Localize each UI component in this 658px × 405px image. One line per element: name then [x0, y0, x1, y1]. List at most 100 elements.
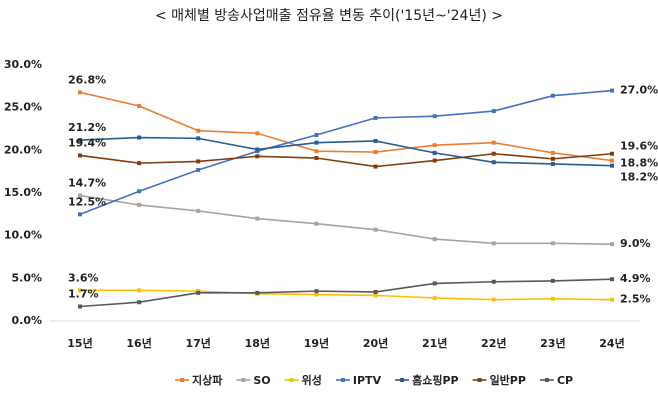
point — [550, 296, 555, 301]
y-tick-label: 20.0% — [4, 143, 42, 156]
point — [137, 161, 142, 166]
legend-marker — [340, 378, 345, 382]
y-tick-label: 10.0% — [4, 229, 42, 242]
y-tick-label: 5.0% — [11, 271, 42, 284]
point — [196, 290, 201, 295]
legend-label: 지상파 — [192, 373, 223, 387]
point — [550, 241, 555, 246]
point — [314, 132, 319, 137]
data-label: 9.0% — [620, 237, 651, 250]
point — [550, 150, 555, 155]
series-line — [79, 278, 613, 308]
data-label: 3.6% — [68, 271, 99, 284]
legend-label: CP — [557, 374, 573, 387]
data-label: 18.8% — [620, 157, 658, 170]
series-line — [79, 91, 613, 162]
series-line — [79, 89, 613, 216]
series-line — [79, 194, 613, 245]
point — [550, 278, 555, 283]
point — [373, 115, 378, 120]
data-label: 26.8% — [68, 73, 106, 86]
point — [78, 193, 82, 198]
point — [373, 293, 378, 298]
legend-marker — [241, 378, 246, 382]
point — [373, 138, 378, 143]
x-tick-label: 16년 — [126, 336, 151, 350]
point — [137, 202, 142, 207]
point — [314, 221, 319, 226]
point — [610, 277, 614, 282]
point — [491, 151, 496, 156]
x-tick-label: 23년 — [540, 336, 565, 350]
series-line — [79, 136, 613, 167]
series-line — [80, 289, 613, 301]
point — [491, 279, 496, 284]
point — [432, 114, 437, 119]
legend-marker — [400, 378, 405, 382]
point — [432, 150, 437, 155]
point — [137, 189, 142, 194]
y-tick-label: 25.0% — [4, 101, 42, 114]
point — [255, 216, 260, 221]
point — [491, 160, 496, 165]
data-label: 27.0% — [620, 84, 658, 97]
legend-label: 위성 — [302, 373, 322, 387]
data-label: 1.7% — [68, 287, 99, 300]
point — [491, 297, 496, 302]
point — [373, 289, 378, 294]
point — [432, 143, 437, 148]
point — [610, 151, 614, 156]
legend-marker — [289, 378, 294, 382]
point — [432, 158, 437, 163]
point — [432, 237, 437, 242]
x-tick-label: 20년 — [363, 336, 388, 350]
legend-marker — [544, 378, 549, 382]
point — [78, 288, 82, 293]
point — [314, 289, 319, 294]
legend-label: 홈쇼핑PP — [412, 373, 458, 387]
y-tick-label: 30.0% — [4, 58, 42, 71]
x-tick-label: 21년 — [422, 336, 447, 350]
point — [137, 300, 142, 305]
data-label: 4.9% — [620, 272, 651, 285]
point — [610, 297, 614, 302]
point — [255, 154, 260, 159]
x-tick-label: 19년 — [304, 336, 329, 350]
point — [255, 147, 260, 152]
point — [255, 290, 260, 295]
point — [137, 288, 142, 293]
point — [610, 163, 614, 168]
point — [432, 281, 437, 286]
point — [314, 149, 319, 154]
point — [196, 208, 201, 213]
point — [314, 292, 319, 297]
point — [78, 90, 82, 95]
x-tick-label: 24년 — [599, 336, 624, 350]
legend-label: IPTV — [353, 374, 382, 387]
point — [196, 167, 201, 172]
point — [373, 150, 378, 155]
point — [196, 159, 201, 164]
point — [314, 140, 319, 145]
point — [610, 242, 614, 247]
point — [491, 140, 496, 145]
data-label: 18.2% — [620, 171, 658, 184]
point — [137, 135, 142, 140]
point — [314, 156, 319, 161]
point — [491, 241, 496, 246]
point — [610, 158, 614, 163]
point — [78, 304, 82, 309]
point — [78, 212, 82, 217]
legend-marker — [180, 378, 184, 382]
chart-title: < 매체별 방송사업매출 점유율 변동 추이('15년~'24년) > — [155, 8, 503, 24]
x-tick-label: 18년 — [245, 336, 270, 350]
x-tick-label: 17년 — [186, 336, 211, 350]
data-label: 14.7% — [68, 177, 106, 190]
data-label: 21.2% — [68, 121, 106, 134]
data-label: 2.5% — [620, 293, 651, 306]
legend-marker — [477, 378, 482, 382]
point — [550, 161, 555, 166]
y-tick-label: 15.0% — [4, 186, 42, 199]
point — [196, 128, 201, 133]
